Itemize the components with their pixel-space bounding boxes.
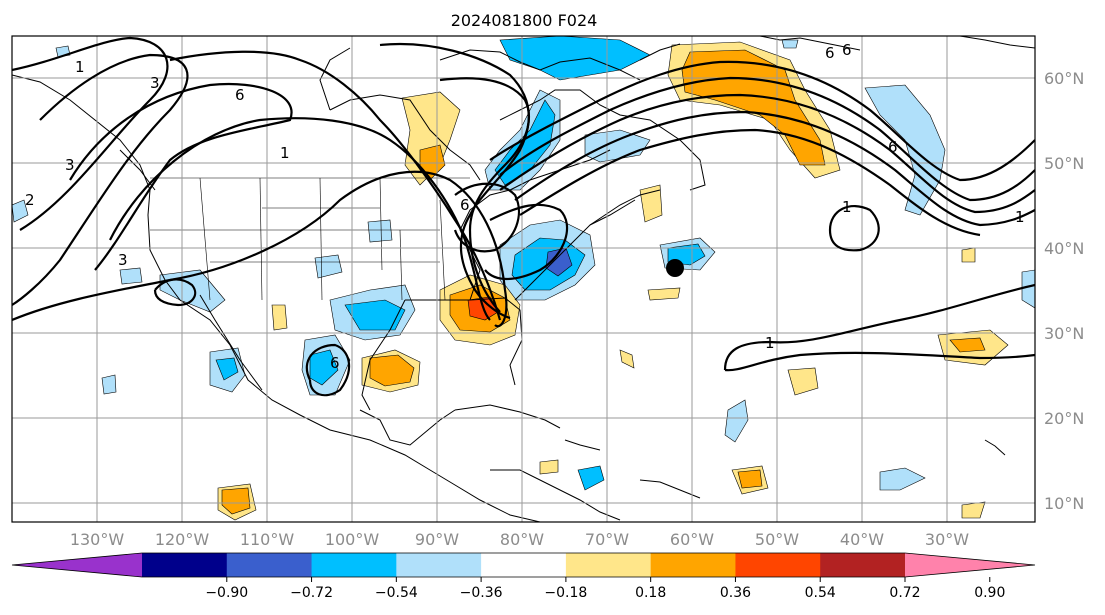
negative-anomaly-region (781, 39, 799, 49)
contour-label: 1 (1015, 208, 1025, 226)
colorbar-tick-label: −0.36 (460, 585, 503, 601)
colorbar-segment (735, 553, 821, 577)
contour-label: 6 (235, 86, 245, 104)
lon-label: 40°W (840, 530, 884, 549)
colorbar-tick-label: 0.90 (974, 585, 1005, 601)
lat-label: 20°N (1044, 409, 1084, 428)
colorbar-outline (11, 552, 1036, 578)
negative-anomaly-region (367, 219, 393, 243)
gridlines (12, 36, 1035, 522)
contour-label: 2 (25, 191, 35, 209)
contour-label: 6 (888, 138, 898, 156)
contour-label: 6 (330, 354, 340, 372)
contour-label: 1 (765, 334, 775, 352)
lon-label: 60°W (670, 530, 714, 549)
colorbar-ticks: −0.90 −0.72 −0.54 −0.36 −0.18 0.18 0.36 0.54 0.7… (205, 577, 1005, 601)
positive-anomaly-region (961, 247, 976, 263)
colorbar-tick-label: 0.72 (889, 585, 920, 601)
lon-label: 30°W (925, 530, 969, 549)
colorbar-segment (481, 553, 567, 577)
colorbar-tick-label: −0.72 (290, 585, 333, 601)
colorbar-segment (311, 553, 397, 577)
negative-anomaly-region (12, 199, 29, 223)
colorbar-segment (565, 553, 652, 577)
negative-anomaly-region (119, 267, 143, 285)
lon-label: 80°W (500, 530, 544, 549)
contour-label: 3 (118, 251, 128, 269)
colorbar-tick-label: 0.36 (720, 585, 751, 601)
positive-anomaly-region (737, 469, 763, 489)
contour-label: 6 (842, 41, 852, 59)
longitude-labels: 130°W 120°W 110°W 100°W 90°W 80°W 70°W 6… (70, 530, 969, 549)
storm-center-marker (666, 259, 684, 277)
colorbar-tick-label: −0.18 (544, 585, 587, 601)
map-frame (11, 35, 1036, 523)
lon-label: 110°W (240, 530, 295, 549)
contour-lines (12, 36, 1035, 397)
contour-label: 3 (65, 156, 75, 174)
colorbar-segment (142, 553, 228, 577)
colorbar-extend-high (905, 553, 1035, 577)
lon-label: 90°W (415, 530, 459, 549)
lon-label: 130°W (70, 530, 125, 549)
lon-label: 120°W (155, 530, 210, 549)
colorbar-segment (820, 553, 906, 577)
negative-anomaly-region (879, 467, 926, 491)
negative-anomaly-region (215, 357, 239, 381)
lat-label: 30°N (1044, 324, 1084, 343)
lat-label: 10°N (1044, 494, 1084, 513)
positive-anomaly-region (647, 287, 681, 301)
contour-labels: 1 1 1 1 1 2 3 3 3 6 6 6 6 6 6 (25, 41, 1025, 372)
latitude-labels: 60°N 50°N 40°N 30°N 20°N 10°N (1044, 69, 1084, 513)
contour-label: 1 (280, 144, 290, 162)
lon-label: 50°W (755, 530, 799, 549)
contour-label: 3 (150, 74, 160, 92)
contour-label: 1 (75, 58, 85, 76)
positive-anomaly-region (369, 354, 415, 387)
negative-anomaly-region (344, 299, 406, 331)
colorbar-tick-label: −0.90 (205, 585, 248, 601)
positive-anomaly-region (949, 337, 986, 353)
negative-anomaly-region (1021, 269, 1035, 309)
negative-anomaly-region (309, 349, 339, 386)
positive-anomaly-region (619, 349, 635, 369)
map-title: 2024081800 F024 (451, 11, 598, 30)
colorbar-segments (11, 552, 1036, 578)
lat-label: 40°N (1044, 239, 1084, 258)
colorbar-tick-label: −0.54 (375, 585, 418, 601)
colorbar-segment (396, 553, 482, 577)
negative-anomaly-region (577, 465, 605, 491)
contour-label: 6 (460, 196, 470, 214)
positive-anomaly-region (271, 304, 288, 331)
positive-anomaly-region (539, 459, 559, 475)
state-borders (150, 177, 470, 301)
colorbar-tick-label: 0.18 (635, 585, 666, 601)
negative-anomaly-region (101, 374, 117, 395)
colorbar-segment (226, 553, 313, 577)
positive-anomaly-region (639, 184, 663, 223)
contour-label: 1 (842, 198, 852, 216)
negative-anomaly-region (724, 399, 749, 443)
lon-label: 100°W (325, 530, 380, 549)
lat-label: 50°N (1044, 154, 1084, 173)
colorbar-tick-label: 0.54 (805, 585, 836, 601)
positive-anomaly-region (787, 367, 819, 396)
contour-label: 6 (825, 44, 835, 62)
map-panel: 1 1 1 1 1 2 3 3 3 6 6 6 6 6 6 (11, 35, 1036, 523)
colorbar: −0.90 −0.72 −0.54 −0.36 −0.18 0.18 0.36 0.54 0.7… (11, 552, 1036, 601)
colorbar-segment (650, 553, 736, 577)
lat-label: 60°N (1044, 69, 1084, 88)
lon-label: 70°W (585, 530, 629, 549)
colorbar-extend-low (12, 553, 142, 577)
